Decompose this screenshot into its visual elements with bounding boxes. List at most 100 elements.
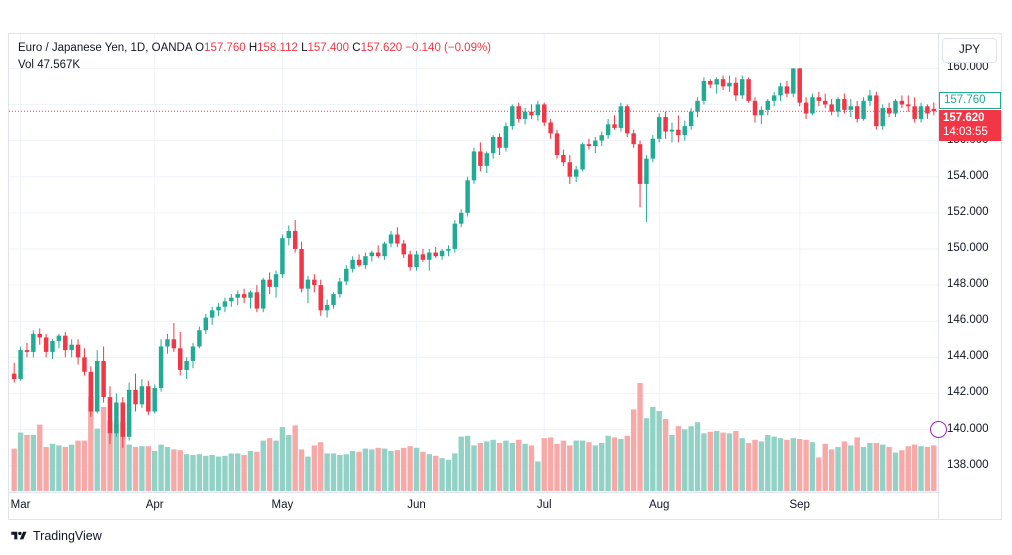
high-label: H [248,42,258,54]
candle-body [292,230,298,249]
open-label: O [195,42,205,54]
volume-bar [37,424,43,491]
candle-body [529,111,534,116]
month-tick-label: Jul [536,499,552,511]
last-price-value: 157.620 [943,112,985,124]
volume-bar [643,418,650,491]
volume-bar [637,383,643,491]
volume-value: 47.567K [37,59,81,71]
candle-body [267,279,272,287]
candle-body [75,344,81,358]
volume-bar [797,439,803,491]
volume-bar [752,439,758,491]
candle-body [816,97,822,101]
volume-bar [522,443,528,491]
volume-bar [758,441,765,491]
candle-body [407,254,413,268]
volume-legend: Vol 47.567K [18,57,80,74]
candle-body [356,259,362,266]
candle-body [369,252,375,257]
volume-bar [81,440,88,491]
candle-body [605,124,611,136]
candle-body [733,82,739,96]
candle-body [861,100,866,119]
volume-bar [305,456,311,491]
month-tick-label: Jun [407,499,426,511]
candle-body [126,389,132,437]
candle-body [31,333,36,352]
volume-bar [381,448,388,491]
chart-panel[interactable] [8,33,1002,520]
candle-body [637,144,643,184]
volume-bar [215,456,222,491]
volume-bar [324,453,330,491]
volume-bar [177,450,183,491]
price-tick-label: 140.000 [947,422,989,435]
candle-body [701,80,707,101]
volume-bar [196,454,203,491]
currency-button[interactable]: JPY [942,38,997,63]
candle-body [778,86,783,96]
candle-body [318,285,323,311]
candle-body [631,133,636,145]
candle-body [312,279,317,286]
volume-indicator-marker[interactable] [930,421,947,438]
volume-bar [260,440,266,491]
volume-bar [407,446,413,491]
candle-body [165,339,170,347]
close-value: 157.620 [360,42,403,54]
volume-bar [292,425,298,491]
candle-body [248,292,253,298]
candle-body [650,138,656,159]
candle-body [133,389,138,405]
candle-body [554,133,560,156]
volume-bar [618,439,624,491]
candle-body [739,79,745,96]
candle-body [759,109,764,116]
volume-bar [496,443,503,491]
candle-body [567,162,573,177]
price-tick-label: 150.000 [947,241,989,254]
month-tick-label: Apr [145,499,164,511]
volume-bar [739,438,745,491]
low-value: 157.400 [307,42,350,54]
candle-body [286,230,292,239]
volume-bar [49,443,56,491]
tradingview-logo[interactable]: TradingView [10,529,102,543]
volume-bar [209,455,215,491]
candle-body [797,68,802,103]
candle-body [586,144,592,146]
candle-body [918,106,924,119]
candle-body [656,117,662,139]
volume-bar [17,432,24,491]
volume-bar [356,451,362,491]
volume-bar [43,447,49,491]
candle-body [350,259,355,269]
candle-body [925,106,930,114]
symbol-title[interactable]: Euro / Japanese Yen, 1D, OANDA [18,42,192,54]
candle-body [50,341,55,352]
price-tick-label: 152.000 [947,205,989,218]
volume-bar [867,443,873,491]
candle-body [829,104,834,112]
volume-bar [662,419,669,491]
volume-bar [279,427,286,491]
volume-bar [669,435,675,491]
volume-bar [298,449,305,491]
candle-body [107,397,113,434]
volume-bar [828,449,835,491]
candle-body [912,106,917,119]
volume-label[interactable]: Vol [18,59,34,71]
volume-bar [733,431,739,491]
volume-bar [554,443,560,491]
candle-body [331,294,336,305]
candle-body [401,243,406,255]
candle-body [452,223,458,249]
candle-body [439,250,445,257]
candle-body [593,140,598,146]
candle-body [235,294,240,298]
volume-bar [860,447,867,491]
volume-bar [726,433,733,491]
candle-body [663,117,668,132]
